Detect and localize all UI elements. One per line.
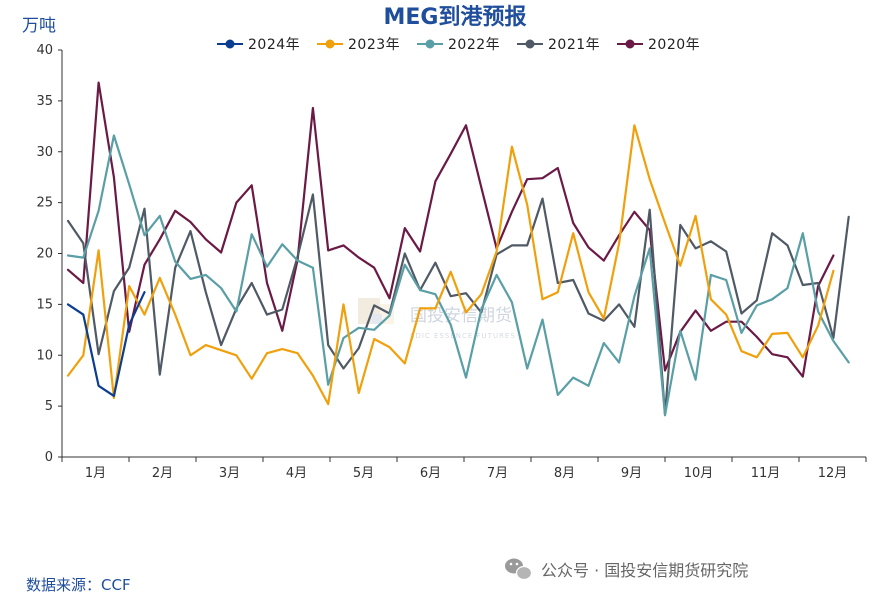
x-tick-label: 10月 <box>684 466 714 481</box>
watermark-main-text: 国投安信期货 <box>410 306 512 326</box>
y-tick-label: 5 <box>45 399 53 414</box>
y-tick-label: 30 <box>36 145 53 160</box>
legend-label: 2023年 <box>348 37 400 53</box>
legend-label: 2020年 <box>648 37 700 53</box>
y-tick-label: 15 <box>36 297 53 312</box>
series-line-2024年 <box>66 291 146 397</box>
legend-swatch-marker <box>525 39 535 49</box>
y-tick-label: 25 <box>36 196 53 211</box>
footer-brand: 公众号 · 国投安信期货研究院 <box>505 558 748 581</box>
data-source: 数据来源：CCF <box>26 576 131 594</box>
x-tick-label: 1月 <box>85 466 106 481</box>
series-line-2021年 <box>66 193 850 416</box>
y-tick-label: 40 <box>36 43 53 58</box>
x-tick-label: 7月 <box>487 466 508 481</box>
series-line-2020年 <box>66 81 835 378</box>
x-tick-label: 9月 <box>621 466 642 481</box>
legend-swatch-marker <box>425 39 435 49</box>
x-tick-label: 12月 <box>818 466 848 481</box>
legend: 2024年 2023年 2022年 2021年 2020年 <box>217 37 700 53</box>
legend-swatch-marker <box>625 39 635 49</box>
x-tick-label: 3月 <box>219 466 240 481</box>
axes: 0 5 10 15 20 25 30 35 40 1月 2月 3月 4月 5月 6月 7月 8月 9月 10月 11月… <box>36 43 867 481</box>
legend-swatch-marker <box>325 39 335 49</box>
y-tick-label: 10 <box>36 348 53 363</box>
y-tick-label: 0 <box>45 450 53 465</box>
x-tick-label: 6月 <box>420 466 441 481</box>
y-tick-label: 35 <box>36 94 53 109</box>
y-tick-label: 20 <box>36 247 53 262</box>
legend-swatch-marker <box>225 39 235 49</box>
wechat-icon <box>505 558 533 581</box>
x-tick-label: 2月 <box>152 466 173 481</box>
series-line-2023年 <box>66 124 835 406</box>
legend-label: 2024年 <box>248 37 300 53</box>
chart-title: MEG到港预报 <box>384 5 527 30</box>
background-watermark: 国投安信期货 SDIC ESSENCE FUTURES <box>358 298 516 340</box>
series-lines <box>66 81 850 417</box>
x-tick-label: 11月 <box>751 466 781 481</box>
x-tick-label: 4月 <box>286 466 307 481</box>
x-tick-label: 5月 <box>353 466 374 481</box>
legend-label: 2022年 <box>448 37 500 53</box>
sdic-logo-icon <box>358 298 394 324</box>
y-axis-unit: 万吨 <box>22 16 56 36</box>
series-line-2022年 <box>66 134 850 417</box>
watermark-sub-text: SDIC ESSENCE FUTURES <box>410 332 516 340</box>
legend-label: 2021年 <box>548 37 600 53</box>
footer-brand-text: 公众号 · 国投安信期货研究院 <box>541 561 748 580</box>
x-tick-label: 8月 <box>554 466 575 481</box>
